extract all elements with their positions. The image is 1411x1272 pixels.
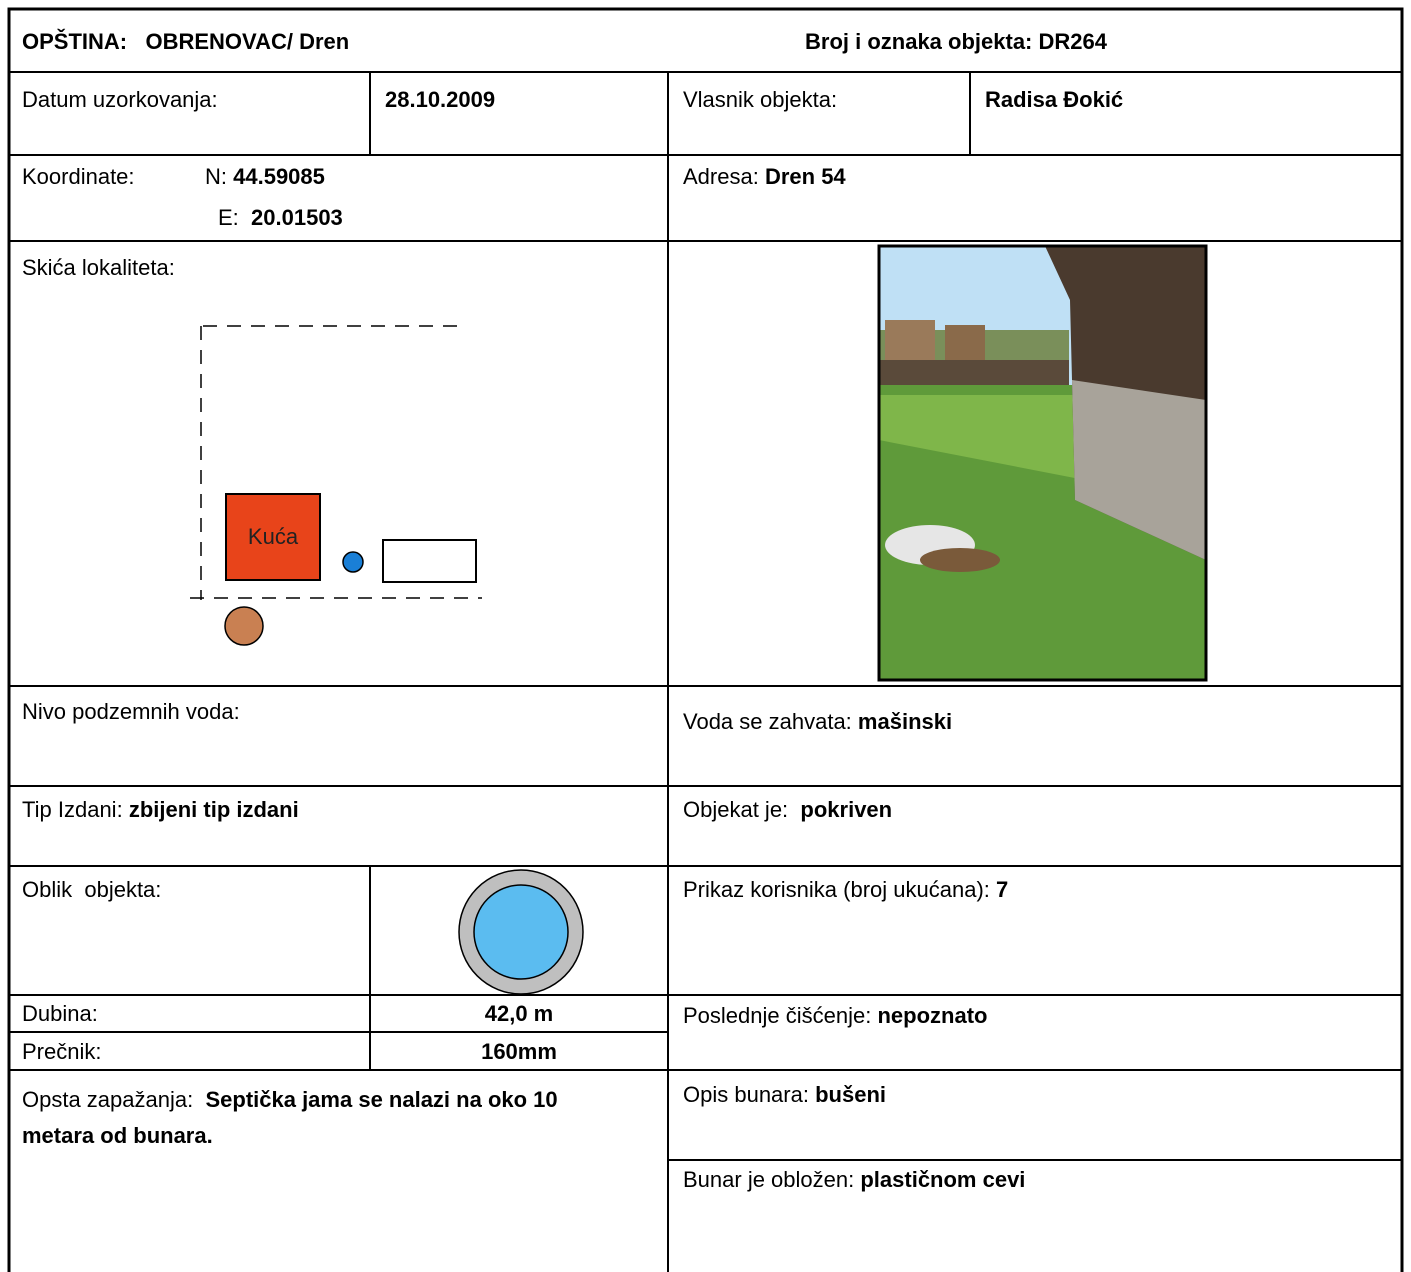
value: 42,0 m	[484, 1001, 554, 1026]
label: Prečnik:	[22, 1039, 102, 1064]
label: E:	[218, 205, 239, 230]
value: mašinski	[857, 709, 953, 734]
label: Tip Izdani:	[22, 797, 123, 822]
value: OBRENOVAC/ Dren	[145, 29, 350, 54]
photo	[877, 244, 1208, 682]
value: Septička jama se nalazi na oko 10 metara…	[22, 1087, 558, 1148]
header-left: OPŠTINA: OBRENOVAC/ Dren	[22, 29, 349, 55]
label: Prikaz korisnika (broj ukućana):	[683, 877, 990, 902]
well-shape	[458, 869, 584, 995]
value: 20.01503	[251, 205, 343, 230]
label: Koordinate:	[22, 164, 135, 189]
value: pokriven	[800, 797, 893, 822]
coord-e: E: 20.01503	[218, 205, 343, 231]
aquifer: Tip Izdani: zbijeni tip izdani	[22, 797, 299, 823]
label: Datum uzorkovanja:	[22, 87, 218, 112]
label: Broj i oznaka objekta:	[805, 29, 1033, 54]
address: Adresa: Dren 54	[683, 164, 846, 190]
value: nepoznato	[877, 1003, 988, 1028]
label: Opis bunara:	[683, 1082, 809, 1107]
site-sketch	[190, 325, 482, 646]
value: plastičnom cevi	[860, 1167, 1026, 1192]
value: 28.10.2009	[385, 87, 496, 112]
cleaning: Poslednje čišćenje: nepoznato	[683, 1003, 987, 1029]
label: Vlasnik objekta:	[683, 87, 838, 112]
label: Bunar je obložen:	[683, 1167, 855, 1192]
value: Dren 54	[764, 164, 846, 189]
header-right: Broj i oznaka objekta: DR264	[805, 29, 1107, 55]
label: Oblik objekta:	[22, 877, 162, 902]
label: Adresa:	[683, 164, 759, 189]
intake: Voda se zahvata: mašinski	[683, 709, 952, 735]
value: Radisa Đokić	[985, 87, 1124, 112]
value: 160mm	[481, 1039, 557, 1064]
label: Poslednje čišćenje:	[683, 1003, 872, 1028]
label: Opsta zapažanja:	[22, 1087, 194, 1112]
value: 7	[996, 877, 1009, 902]
value: zbijeni tip izdani	[128, 797, 299, 822]
remarks: Opsta zapažanja: Septička jama se nalazi…	[22, 1082, 622, 1154]
label: N:	[205, 164, 227, 189]
value: bušeni	[815, 1082, 886, 1107]
label: Nivo podzemnih voda:	[22, 699, 240, 724]
well-type: Opis bunara: bušeni	[683, 1082, 886, 1108]
label: Skića lokaliteta:	[22, 255, 175, 280]
value: 44.59085	[233, 164, 325, 189]
cover: Objekat je: pokriven	[683, 797, 892, 823]
label: Objekat je:	[683, 797, 789, 822]
coord-n: N: 44.59085	[205, 164, 325, 190]
value: DR264	[1038, 29, 1107, 54]
label: Voda se zahvata:	[683, 709, 852, 734]
house-label: Kuća	[247, 524, 299, 549]
users: Prikaz korisnika (broj ukućana): 7	[683, 877, 1008, 903]
label: OPŠTINA:	[22, 29, 128, 54]
label: Dubina:	[22, 1001, 98, 1026]
lining: Bunar je obložen: plastičnom cevi	[683, 1167, 1025, 1193]
